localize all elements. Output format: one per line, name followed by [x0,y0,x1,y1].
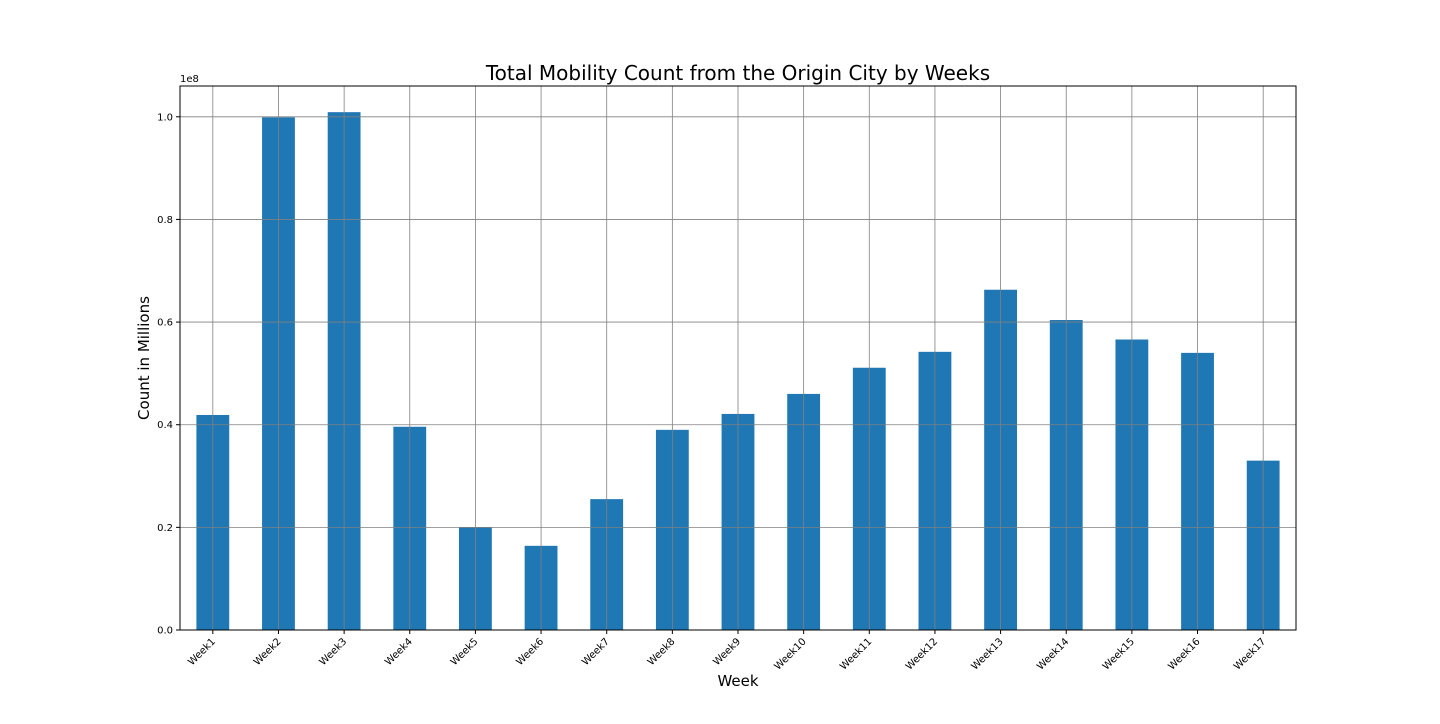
x-tick-label: Week15 [1101,636,1137,672]
y-tick-label: 0.0 [157,626,173,637]
x-tick-label: Week7 [580,636,612,668]
chart-title: Total Mobility Count from the Origin Cit… [485,61,990,85]
x-tick-label: Week14 [1035,636,1071,672]
x-axis-label: Week [717,672,758,690]
x-tick-label: Week9 [711,636,743,668]
x-tick-label: Week17 [1232,636,1268,672]
y-tick-label: 0.6 [157,318,173,329]
y-tick-label: 0.4 [157,420,173,431]
y-tick-label: 1.0 [157,112,173,123]
x-tick-label: Week8 [646,636,678,668]
x-tick-label: Week1 [186,636,218,668]
y-ticks: 0.0 0.2 0.4 0.6 0.8 1.0 [157,112,180,637]
x-tick-label: Week3 [318,636,350,668]
x-ticks: Week1 Week2 Week3 Week4 Week5 Week6 Week7 Week8… [186,630,1268,672]
y-axis-label: Count in Millions [135,296,153,420]
x-tick-label: Week12 [904,636,940,672]
x-tick-label: Week5 [449,636,481,668]
y-tick-label: 0.8 [157,215,173,226]
x-tick-label: Week16 [1167,636,1203,672]
y-tick-label: 0.2 [157,523,173,534]
x-tick-label: Week13 [970,636,1006,672]
x-tick-label: Week10 [773,636,809,672]
x-tick-label: Week2 [252,636,284,668]
x-tick-label: Week11 [838,636,874,672]
x-tick-label: Week4 [383,636,415,668]
y-offset-label: 1e8 [180,74,199,85]
x-tick-label: Week6 [515,636,547,668]
